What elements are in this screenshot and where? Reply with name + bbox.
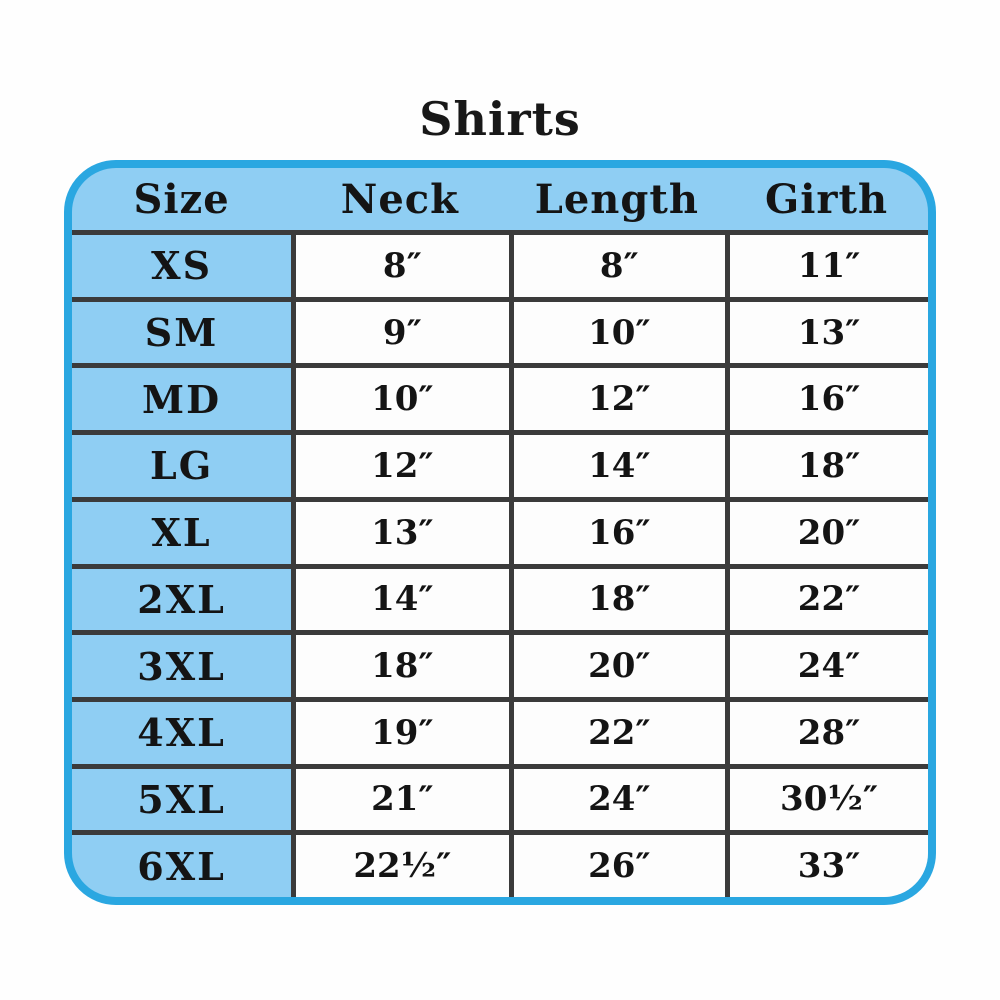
- girth-cell: 28″: [725, 701, 928, 764]
- size-cell: SM: [144, 310, 219, 356]
- girth-cell: 30½″: [725, 768, 928, 831]
- girth-cell: 11″: [725, 235, 928, 297]
- neck-cell: 9″: [291, 301, 509, 364]
- size-cell: 4XL: [137, 710, 226, 756]
- size-cell: LG: [149, 443, 214, 489]
- size-chart-table: Size Neck Length Girth XS 8″ 8″ 11″ SM 9…: [64, 160, 936, 905]
- girth-cell: 16″: [725, 368, 928, 431]
- length-cell: 22″: [508, 701, 726, 764]
- size-cell: XL: [151, 510, 212, 556]
- length-cell: 12″: [508, 368, 726, 431]
- girth-cell: 24″: [725, 635, 928, 697]
- chart-title: Shirts: [419, 92, 581, 146]
- neck-cell: 18″: [291, 635, 509, 697]
- girth-cell: 33″: [725, 835, 928, 897]
- neck-cell: 13″: [291, 501, 509, 564]
- header-row: Size Neck Length Girth: [72, 168, 928, 230]
- column-header-length: Length: [534, 175, 699, 223]
- length-cell: 24″: [508, 768, 726, 831]
- table-row: XL 13″ 16″ 20″: [72, 496, 928, 564]
- girth-cell: 20″: [725, 501, 928, 564]
- size-cell: 2XL: [137, 576, 226, 622]
- table-row: MD 10″ 12″ 16″: [72, 363, 928, 431]
- neck-cell: 10″: [291, 368, 509, 431]
- length-cell: 18″: [508, 568, 726, 631]
- table-row: 6XL 22½″ 26″ 33″: [72, 830, 928, 897]
- table-row: 2XL 14″ 18″ 22″: [72, 563, 928, 631]
- size-cell: 3XL: [137, 643, 226, 689]
- table-row: 5XL 21″ 24″ 30½″: [72, 763, 928, 831]
- length-cell: 10″: [508, 301, 726, 364]
- neck-cell: 21″: [291, 768, 509, 831]
- table-row: SM 9″ 10″ 13″: [72, 296, 928, 364]
- table-row: XS 8″ 8″ 11″: [72, 230, 928, 297]
- table-row: 3XL 18″ 20″ 24″: [72, 630, 928, 697]
- girth-cell: 13″: [725, 301, 928, 364]
- size-cell: 5XL: [137, 776, 226, 822]
- neck-cell: 8″: [291, 235, 509, 297]
- size-cell: 6XL: [137, 843, 226, 889]
- neck-cell: 14″: [291, 568, 509, 631]
- table-row: 4XL 19″ 22″ 28″: [72, 696, 928, 764]
- table-row: LG 12″ 14″ 18″: [72, 430, 928, 497]
- length-cell: 20″: [508, 635, 726, 697]
- column-header-size: Size: [133, 175, 230, 223]
- length-cell: 26″: [508, 835, 726, 897]
- length-cell: 8″: [508, 235, 726, 297]
- girth-cell: 18″: [725, 435, 928, 497]
- column-header-neck: Neck: [340, 175, 459, 223]
- size-cell: XS: [151, 243, 213, 289]
- length-cell: 14″: [508, 435, 726, 497]
- girth-cell: 22″: [725, 568, 928, 631]
- neck-cell: 19″: [291, 701, 509, 764]
- size-cell: MD: [142, 376, 222, 422]
- neck-cell: 12″: [291, 435, 509, 497]
- neck-cell: 22½″: [291, 835, 509, 897]
- column-header-girth: Girth: [765, 175, 889, 223]
- length-cell: 16″: [508, 501, 726, 564]
